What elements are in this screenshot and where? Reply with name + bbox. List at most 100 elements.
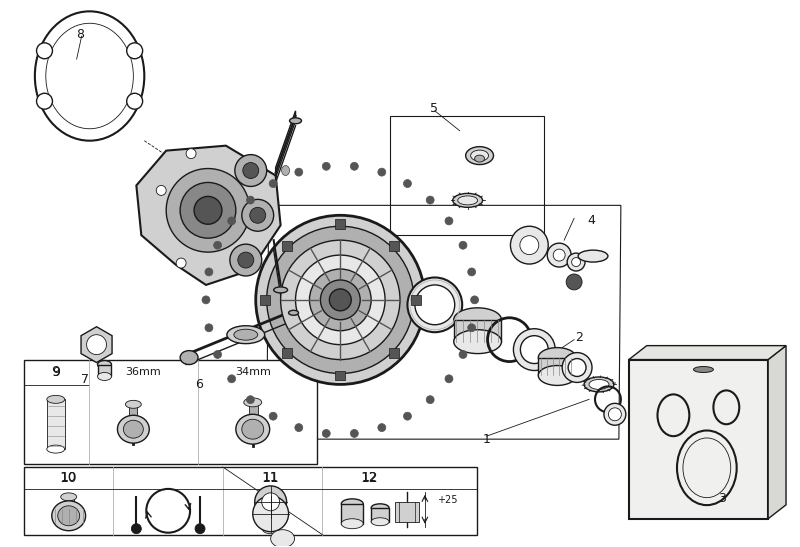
Circle shape bbox=[459, 241, 467, 249]
Bar bbox=[249, 403, 258, 417]
Text: 7: 7 bbox=[81, 373, 89, 386]
Ellipse shape bbox=[61, 493, 77, 501]
Bar bbox=[395, 502, 419, 522]
Ellipse shape bbox=[584, 377, 614, 392]
Bar bbox=[262, 518, 278, 529]
Polygon shape bbox=[768, 346, 786, 519]
Ellipse shape bbox=[520, 236, 538, 254]
Ellipse shape bbox=[454, 330, 502, 353]
Ellipse shape bbox=[52, 501, 86, 531]
Circle shape bbox=[468, 268, 476, 276]
Circle shape bbox=[378, 423, 386, 432]
Bar bbox=[24, 467, 477, 534]
Text: 2: 2 bbox=[575, 331, 583, 344]
Text: 10: 10 bbox=[61, 472, 77, 485]
Ellipse shape bbox=[118, 415, 150, 443]
Circle shape bbox=[228, 217, 236, 225]
Circle shape bbox=[228, 375, 236, 383]
Ellipse shape bbox=[289, 310, 298, 315]
Bar bbox=[371, 508, 389, 522]
Ellipse shape bbox=[568, 359, 586, 376]
Ellipse shape bbox=[310, 269, 371, 331]
Text: 11: 11 bbox=[262, 471, 279, 485]
Circle shape bbox=[254, 486, 286, 518]
Circle shape bbox=[243, 162, 258, 178]
Ellipse shape bbox=[330, 289, 351, 311]
Ellipse shape bbox=[227, 325, 265, 344]
Ellipse shape bbox=[126, 400, 142, 408]
Circle shape bbox=[238, 252, 254, 268]
Circle shape bbox=[295, 168, 302, 176]
Circle shape bbox=[156, 185, 166, 195]
Circle shape bbox=[468, 324, 476, 332]
Ellipse shape bbox=[180, 351, 198, 364]
Ellipse shape bbox=[47, 445, 65, 453]
Circle shape bbox=[322, 162, 330, 170]
Circle shape bbox=[350, 429, 358, 438]
Circle shape bbox=[230, 244, 262, 276]
Circle shape bbox=[403, 179, 411, 188]
Ellipse shape bbox=[572, 258, 581, 266]
Text: 34mm: 34mm bbox=[235, 368, 270, 377]
Ellipse shape bbox=[282, 166, 290, 176]
Circle shape bbox=[194, 196, 222, 224]
Circle shape bbox=[202, 296, 210, 304]
Text: 36mm: 36mm bbox=[126, 368, 161, 377]
Ellipse shape bbox=[547, 243, 571, 267]
Circle shape bbox=[250, 207, 266, 223]
Text: 8: 8 bbox=[76, 28, 84, 40]
Circle shape bbox=[426, 395, 434, 404]
Circle shape bbox=[37, 43, 53, 59]
Bar bbox=[389, 241, 398, 252]
Ellipse shape bbox=[514, 329, 555, 370]
Ellipse shape bbox=[342, 499, 363, 509]
Ellipse shape bbox=[510, 226, 548, 264]
Text: 9: 9 bbox=[52, 366, 60, 379]
Circle shape bbox=[126, 43, 142, 59]
Ellipse shape bbox=[604, 403, 626, 425]
Ellipse shape bbox=[244, 398, 262, 407]
Circle shape bbox=[253, 496, 289, 532]
Text: 10: 10 bbox=[60, 471, 78, 485]
Bar bbox=[260, 295, 270, 305]
Circle shape bbox=[350, 162, 358, 170]
Circle shape bbox=[269, 412, 277, 420]
Ellipse shape bbox=[538, 348, 576, 368]
Bar bbox=[538, 358, 576, 375]
Circle shape bbox=[269, 179, 277, 188]
Ellipse shape bbox=[609, 408, 622, 421]
Polygon shape bbox=[629, 359, 768, 519]
Circle shape bbox=[131, 523, 142, 534]
Polygon shape bbox=[276, 111, 295, 177]
Circle shape bbox=[295, 423, 302, 432]
Circle shape bbox=[214, 241, 222, 249]
Bar bbox=[454, 320, 502, 342]
Text: 4: 4 bbox=[587, 214, 595, 227]
Bar bbox=[98, 364, 111, 376]
Ellipse shape bbox=[589, 380, 609, 389]
Circle shape bbox=[262, 493, 280, 511]
Ellipse shape bbox=[470, 150, 489, 161]
Circle shape bbox=[322, 429, 330, 438]
Polygon shape bbox=[136, 146, 281, 285]
Bar bbox=[282, 348, 292, 358]
Ellipse shape bbox=[58, 506, 80, 526]
Ellipse shape bbox=[290, 118, 302, 124]
Ellipse shape bbox=[407, 277, 462, 332]
Ellipse shape bbox=[458, 196, 478, 205]
Bar bbox=[389, 348, 398, 358]
Bar bbox=[390, 116, 544, 235]
Bar bbox=[282, 241, 292, 252]
Polygon shape bbox=[81, 327, 112, 363]
Text: 6: 6 bbox=[195, 378, 203, 391]
Ellipse shape bbox=[281, 240, 400, 359]
Ellipse shape bbox=[520, 336, 548, 364]
Circle shape bbox=[235, 155, 266, 187]
Bar bbox=[411, 295, 421, 305]
Ellipse shape bbox=[371, 518, 389, 526]
Circle shape bbox=[378, 168, 386, 176]
Circle shape bbox=[86, 335, 106, 354]
Ellipse shape bbox=[578, 250, 608, 262]
Bar bbox=[65, 497, 74, 509]
Bar bbox=[342, 504, 363, 523]
